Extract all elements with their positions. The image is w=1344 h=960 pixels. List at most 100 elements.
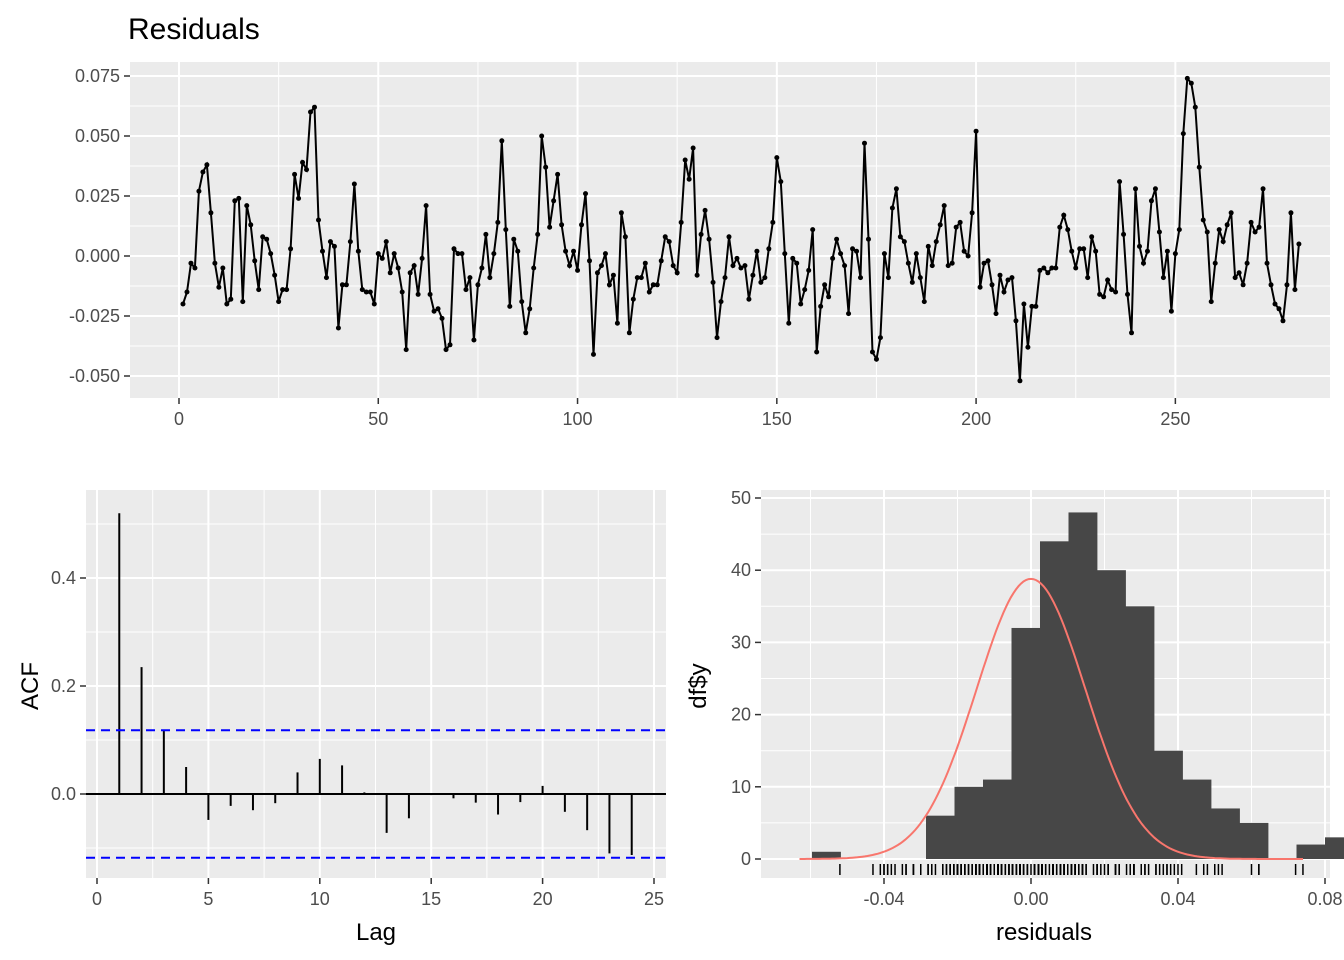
- residual-point: [232, 198, 238, 204]
- residual-point: [977, 284, 983, 290]
- residual-point: [419, 255, 425, 261]
- residual-point: [1240, 282, 1246, 288]
- residual-point: [551, 198, 557, 204]
- histogram-y-axis-title: df$y: [685, 663, 712, 708]
- residual-point: [1093, 248, 1099, 254]
- residual-point: [770, 219, 776, 225]
- histogram-bar: [954, 786, 984, 859]
- residual-point: [642, 260, 648, 266]
- residual-point: [1184, 75, 1190, 81]
- residual-point: [387, 270, 393, 276]
- acf-x-tick-label: 20: [533, 889, 553, 909]
- residual-point: [439, 315, 445, 321]
- residual-point: [993, 311, 999, 317]
- residual-point: [802, 287, 808, 293]
- residual-point: [921, 299, 927, 305]
- residual-point: [459, 251, 465, 257]
- residual-point: [794, 260, 800, 266]
- residual-point: [1168, 308, 1174, 314]
- residual-point: [1216, 227, 1222, 233]
- residual-point: [1057, 224, 1063, 230]
- residual-point: [678, 219, 684, 225]
- histogram-bar: [1211, 808, 1240, 859]
- residual-point: [363, 289, 369, 295]
- residual-point: [626, 330, 632, 336]
- histogram-bar: [983, 779, 1012, 859]
- residual-point: [718, 299, 724, 305]
- residual-point: [638, 275, 644, 281]
- residual-point: [296, 195, 302, 201]
- residual-point: [1097, 291, 1103, 297]
- residual-point: [869, 349, 875, 355]
- residuals-x-tick-label: 0: [174, 409, 184, 429]
- residual-point: [1053, 265, 1059, 271]
- residual-point: [650, 282, 656, 288]
- residual-point: [399, 289, 405, 295]
- residuals-chart-title: Residuals: [128, 13, 260, 46]
- residual-point: [1276, 306, 1282, 312]
- residuals-y-tick-label: -0.050: [69, 366, 120, 386]
- residual-point: [180, 301, 186, 307]
- residual-point: [897, 234, 903, 240]
- residual-point: [1009, 275, 1015, 281]
- residual-point: [224, 301, 230, 307]
- residual-point: [1156, 229, 1162, 235]
- histogram-x-tick-label: 0.08: [1307, 889, 1342, 909]
- residual-point: [893, 186, 899, 192]
- residual-point: [1268, 282, 1274, 288]
- residual-point: [503, 227, 509, 233]
- residual-point: [268, 251, 274, 257]
- residual-point: [674, 270, 680, 276]
- residual-point: [997, 272, 1003, 278]
- residual-point: [746, 296, 752, 302]
- residual-point: [881, 251, 887, 257]
- residual-point: [1037, 267, 1043, 273]
- residual-point: [758, 279, 764, 285]
- acf-x-tick-label: 0: [92, 889, 102, 909]
- residual-point: [491, 251, 497, 257]
- residual-point: [575, 267, 581, 273]
- residual-point: [838, 251, 844, 257]
- residuals-y-tick-label: 0.025: [75, 186, 120, 206]
- residual-point: [359, 287, 365, 293]
- residual-point: [1236, 270, 1242, 276]
- residual-point: [618, 210, 624, 216]
- residual-point: [622, 234, 628, 240]
- histogram-bar: [1011, 627, 1041, 859]
- residual-point: [602, 251, 608, 257]
- residual-point: [1121, 231, 1127, 237]
- residual-point: [511, 236, 517, 242]
- residual-point: [1172, 251, 1178, 257]
- histogram-bar: [1097, 570, 1126, 859]
- residual-point: [1180, 131, 1186, 137]
- residual-point: [686, 176, 692, 182]
- residual-point: [288, 246, 294, 252]
- residual-point: [929, 263, 935, 269]
- residual-point: [714, 335, 720, 341]
- residual-point: [985, 258, 991, 264]
- residual-point: [1144, 248, 1150, 254]
- residual-point: [913, 251, 919, 257]
- residual-point: [264, 236, 270, 242]
- residuals-x-tick-label: 100: [563, 409, 593, 429]
- residual-point: [1252, 229, 1258, 235]
- residual-point: [1065, 227, 1071, 233]
- residual-point: [347, 239, 353, 245]
- residual-point: [654, 282, 660, 288]
- acf-y-tick-label: 0.4: [51, 568, 76, 588]
- acf-bars: [118, 513, 633, 856]
- residual-point: [308, 109, 314, 115]
- residual-point: [523, 330, 529, 336]
- residual-point: [280, 287, 286, 293]
- residual-point: [276, 299, 282, 305]
- residual-point: [1101, 294, 1107, 300]
- acf-x-tick-label: 5: [203, 889, 213, 909]
- residual-point: [527, 306, 533, 312]
- residual-point: [850, 246, 856, 252]
- residual-point: [594, 270, 600, 276]
- residual-point: [579, 222, 585, 228]
- residual-point: [1288, 210, 1294, 216]
- residual-point: [1105, 277, 1111, 283]
- residual-point: [395, 265, 401, 271]
- residual-point: [244, 203, 250, 209]
